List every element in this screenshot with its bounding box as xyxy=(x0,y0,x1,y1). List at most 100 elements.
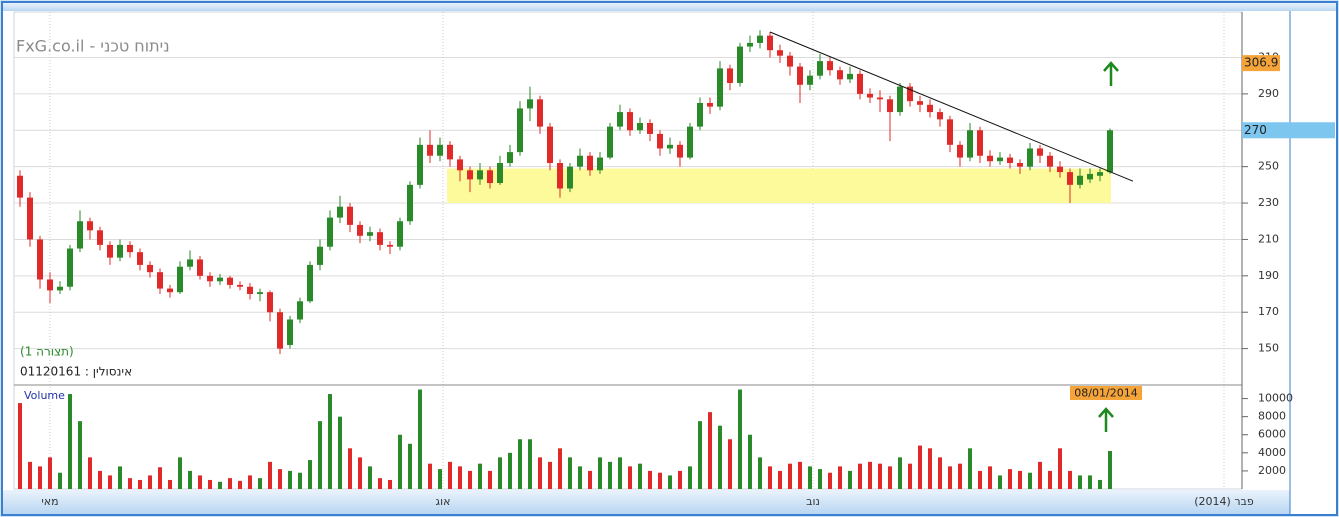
volume-bar xyxy=(348,448,352,489)
volume-bar xyxy=(578,466,582,489)
volume-bar xyxy=(948,466,952,489)
volume-bar xyxy=(288,470,292,489)
x-tick-label: (2014) פבר xyxy=(1194,495,1254,508)
candle-body xyxy=(147,264,153,273)
plot-area xyxy=(13,11,1243,490)
candle-body xyxy=(327,217,333,247)
v-tick-label: 6000 xyxy=(1258,428,1286,441)
volume-bar xyxy=(158,467,162,489)
candle-body xyxy=(67,248,73,287)
candle-body xyxy=(437,144,443,156)
volume-bar xyxy=(228,478,232,489)
price-tag-box xyxy=(1242,122,1335,139)
volume-bar xyxy=(428,463,432,489)
candle-body xyxy=(507,152,513,164)
volume-bar xyxy=(468,470,472,489)
price-tag: 306.9 xyxy=(1244,56,1278,70)
candle-body xyxy=(77,221,83,249)
candle-body xyxy=(587,155,593,171)
y-tick-label: 290 xyxy=(1258,87,1279,100)
candle-body xyxy=(97,230,103,245)
volume-bar xyxy=(598,457,602,489)
support-zone xyxy=(447,168,1111,204)
arrow-up xyxy=(1103,61,1119,86)
candle-body xyxy=(277,312,283,349)
volume-bar xyxy=(438,469,442,489)
candle-body xyxy=(477,170,483,180)
candle-body xyxy=(357,224,363,236)
candle-body xyxy=(347,206,353,225)
volume-bar xyxy=(1038,461,1042,489)
volume-bar xyxy=(48,457,52,489)
volume-bar xyxy=(788,463,792,489)
price-tag: 270 xyxy=(1244,123,1267,137)
v-tick-label: 2000 xyxy=(1258,464,1286,477)
candle-body xyxy=(667,144,673,149)
candle-body xyxy=(497,163,503,184)
volume-bar xyxy=(748,434,752,489)
candle-body xyxy=(907,86,913,102)
candle-body xyxy=(957,144,963,158)
volume-bar xyxy=(168,479,172,489)
volume-bar xyxy=(918,445,922,489)
candle-body xyxy=(1087,173,1093,180)
volume-bar xyxy=(858,463,862,489)
setup-label: (תצורה 1) xyxy=(20,345,74,359)
candle-body xyxy=(817,61,823,76)
candle-body xyxy=(607,126,613,158)
volume-bar xyxy=(848,470,852,489)
volume-bar xyxy=(1078,475,1082,489)
volume-bar xyxy=(108,475,112,489)
candle-body xyxy=(917,101,923,105)
volume-bar xyxy=(968,448,972,489)
candle-body xyxy=(567,166,573,189)
volume-bar xyxy=(148,475,152,489)
volume-bar xyxy=(238,480,242,489)
date-tag: 08/01/2014 xyxy=(1074,387,1137,400)
candle-body xyxy=(1017,163,1023,167)
volume-bar xyxy=(398,434,402,489)
candle-body xyxy=(897,86,903,113)
volume-bar xyxy=(308,460,312,489)
watermark: FxG.co.il - ניתוח טכני xyxy=(16,37,170,56)
candle-body xyxy=(297,301,303,320)
x-tick-label: מאי xyxy=(41,495,58,508)
candle-body xyxy=(547,126,553,164)
candle-body xyxy=(37,239,43,280)
volume-bar xyxy=(538,457,542,489)
candle-body xyxy=(997,157,1003,162)
y-tick-label: 230 xyxy=(1258,196,1279,209)
candle-body xyxy=(947,119,953,145)
volume-bar xyxy=(1048,470,1052,489)
candle-body xyxy=(687,126,693,158)
candle-body xyxy=(367,232,373,236)
candle-body xyxy=(177,266,183,293)
candle-body xyxy=(27,197,33,240)
candle-body xyxy=(807,75,813,85)
candle-body xyxy=(87,221,93,231)
candle-body xyxy=(1097,172,1103,176)
volume-bar xyxy=(958,463,962,489)
candle-body xyxy=(287,319,293,345)
x-tick-label: נוב xyxy=(806,495,820,508)
candle-body xyxy=(557,163,563,189)
candle-body xyxy=(887,99,893,113)
volume-bar xyxy=(588,470,592,489)
candle-body xyxy=(487,170,493,184)
volume-bar xyxy=(198,475,202,489)
volume-bar xyxy=(728,439,732,489)
candle-body xyxy=(747,42,753,47)
candle-body xyxy=(387,244,393,247)
candle-body xyxy=(937,112,943,120)
volume-bar xyxy=(1058,448,1062,489)
volume-bar xyxy=(258,478,262,489)
volume-bar xyxy=(218,481,222,489)
volume-bar xyxy=(208,479,212,489)
volume-bar xyxy=(388,479,392,489)
candle-body xyxy=(467,170,473,180)
y-tick-label: 170 xyxy=(1258,305,1279,318)
volume-label: Volume xyxy=(24,389,65,402)
volume-bar xyxy=(528,439,532,489)
volume-bar xyxy=(358,457,362,489)
